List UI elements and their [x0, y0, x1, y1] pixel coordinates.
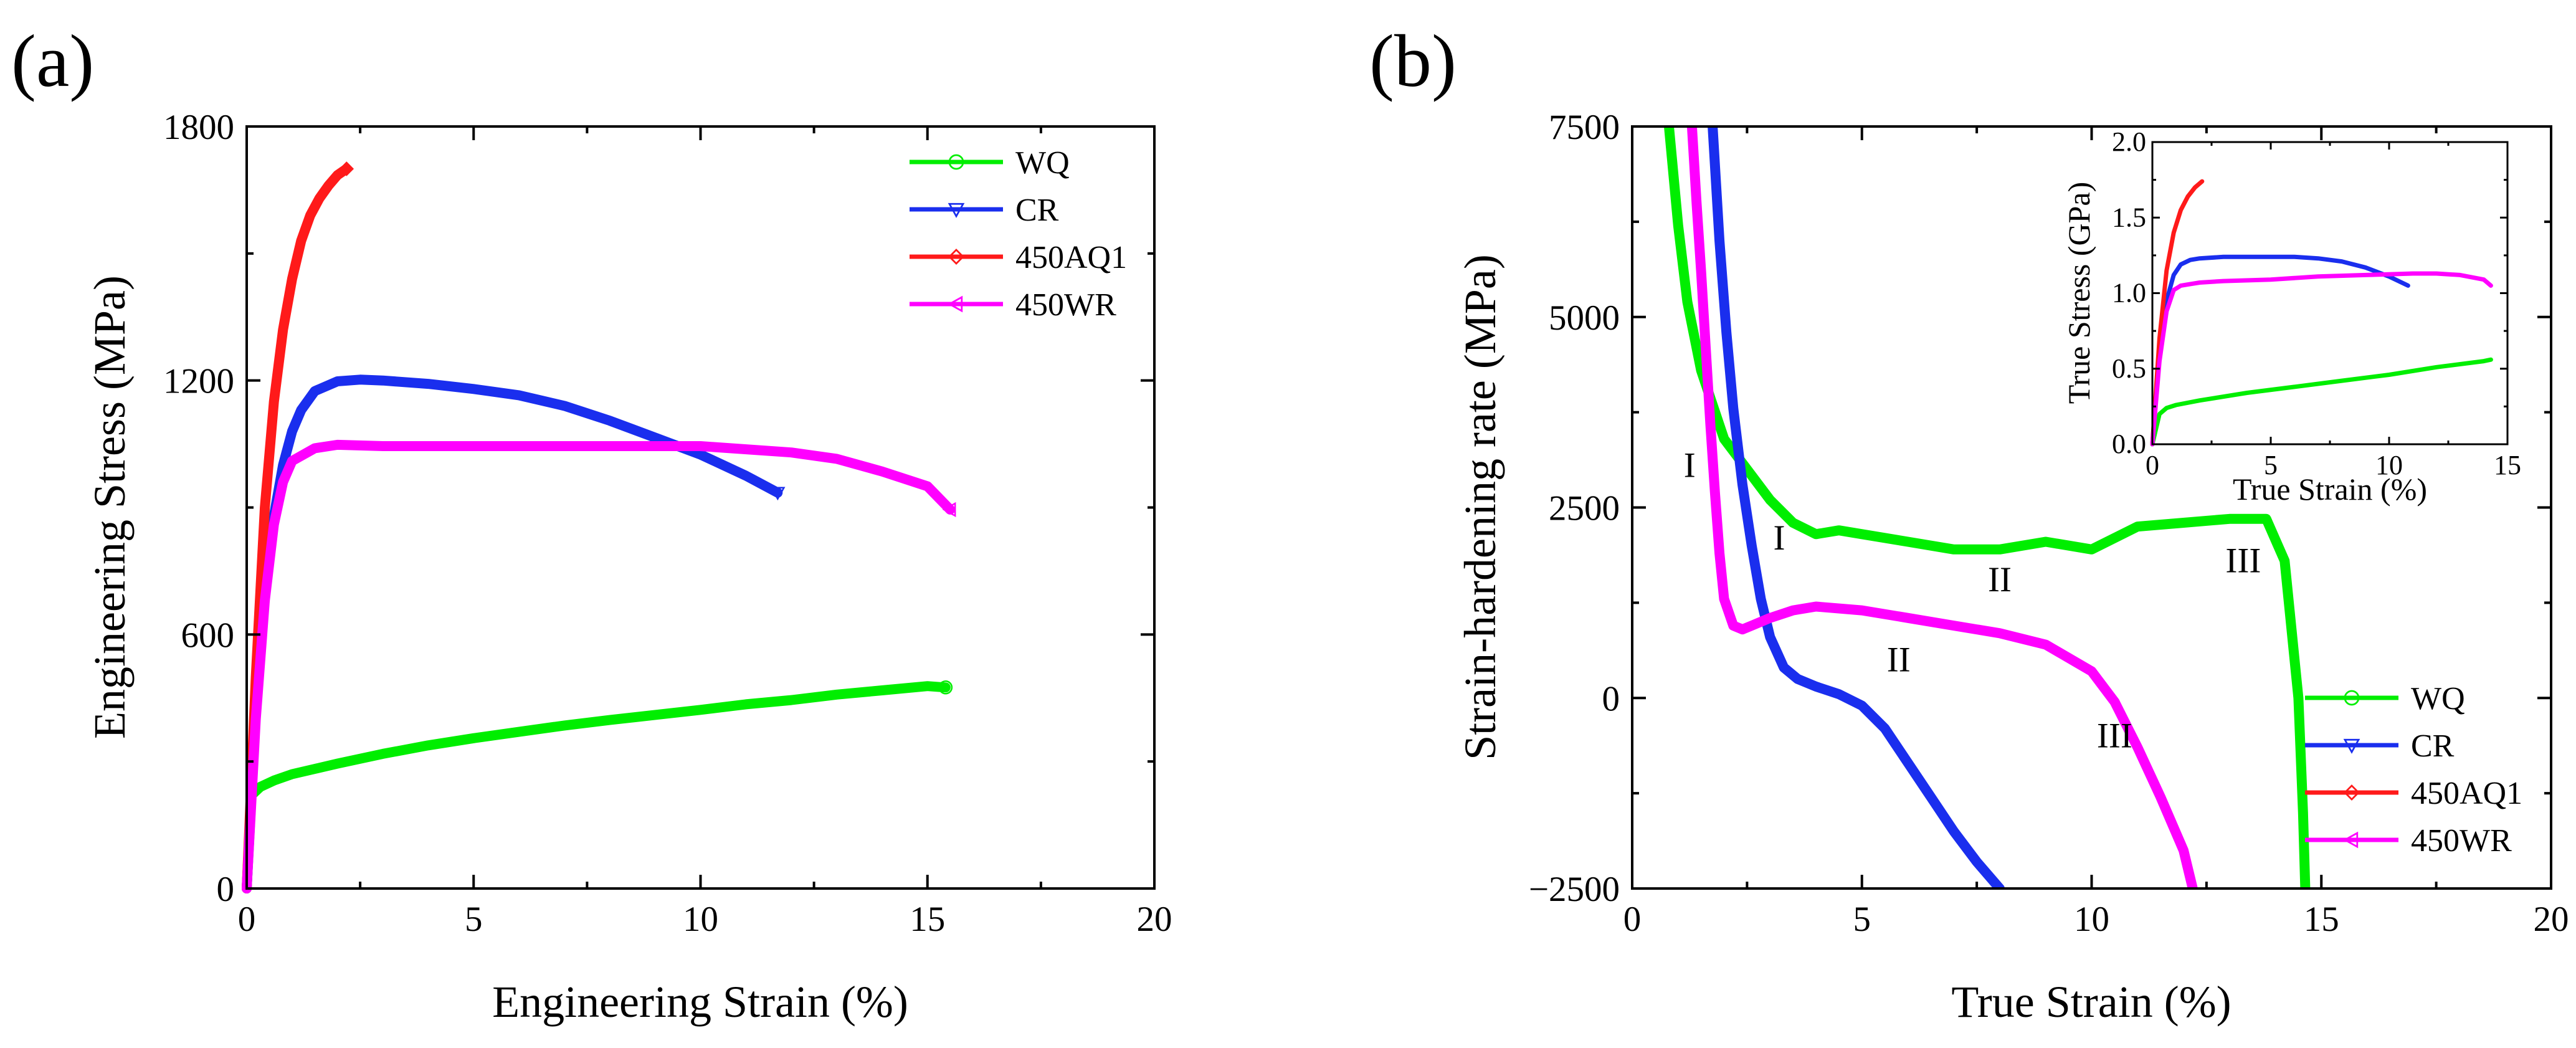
- panel-b-ylabel: Strain-hardening rate (MPa): [1455, 254, 1505, 760]
- panel-b-series-wq-line: [1664, 126, 2311, 888]
- panel-a-series-450wr-line: [242, 439, 956, 893]
- panel-b-legend-cr-marker: [2343, 738, 2360, 754]
- panel-b-legend: WQ CR 450AQ1 450WR: [2305, 681, 2522, 859]
- panel-b-ytick-label: 5000: [1549, 298, 1620, 338]
- panel-a-label: (a): [11, 19, 94, 102]
- panel-b-legend-cr-label: CR: [2411, 728, 2455, 764]
- panel-a-legend-cr-marker: [948, 202, 965, 218]
- inset-ytick-label: 1.5: [2112, 202, 2146, 232]
- panel-a-legend-450wr-marker: [948, 295, 963, 313]
- panel-a-ylabel: Engineering Stress (MPa): [85, 275, 135, 739]
- inset-ytick-label: 0.0: [2112, 429, 2146, 459]
- panel-b-xtick-label: 10: [2074, 900, 2109, 939]
- panel-a-xtick-label: 20: [1137, 900, 1172, 939]
- panel-a-legend-450aq1-label: 450AQ1: [1015, 240, 1127, 275]
- panel-a-ytick-label: 1200: [163, 362, 234, 401]
- panel-b-xtick-label: 5: [1853, 900, 1871, 939]
- panel-b-legend-450aq1-marker: [2344, 784, 2360, 801]
- panel-a-xtick-label: 5: [465, 900, 483, 939]
- panel-b-region-label: III: [2225, 541, 2261, 580]
- panel-b-region-label: I: [1774, 518, 1785, 558]
- panel-a-series-450wr-end-marker: [942, 502, 956, 518]
- panel-a-axes: 0 5 10 15 20 0 600 1200 1800: [163, 108, 1172, 939]
- panel-b-xtick-label: 0: [1623, 900, 1642, 939]
- inset-xtick-label: 5: [2264, 450, 2278, 480]
- panel-b-ytick-label: 2500: [1549, 489, 1620, 528]
- inset-xtick-label: 10: [2375, 450, 2403, 480]
- inset-series: [2150, 179, 2493, 447]
- inset-ylabel: True Stress (GPa): [2061, 182, 2096, 404]
- panel-b-xlabel: True Strain (%): [1951, 977, 2231, 1027]
- panel-b-label: (b): [1369, 19, 1457, 102]
- inset-xtick-label: 0: [2146, 450, 2159, 480]
- panel-a-legend: WQ CR 450AQ1 450WR: [910, 145, 1127, 323]
- inset-axes: 0 5 10 15 0.0 0.5 1.0 1.5 2.0: [2112, 126, 2521, 480]
- panel-b-region-label: III: [2097, 717, 2132, 756]
- panel-a-series-450aq1-line: [242, 163, 352, 893]
- inset-series-ff1a1a-line: [2150, 179, 2205, 447]
- inset-ytick-label: 1.0: [2112, 278, 2146, 308]
- panel-a-ytick-label: 600: [181, 616, 235, 655]
- panel-a-legend-450aq1-marker: [948, 249, 964, 265]
- inset-ytick-label: 2.0: [2112, 126, 2146, 157]
- panel-a-series-wq-line: [242, 681, 951, 893]
- panel-b-xtick-label: 20: [2534, 900, 2569, 939]
- panel-b-ytick-label: −2500: [1529, 870, 1620, 909]
- inset-series-1a2eee-line: [2150, 254, 2410, 447]
- panel-b-series-clip: [1664, 126, 2311, 888]
- panel-b-region-label: II: [1988, 560, 2012, 599]
- panel-a-xtick-label: 15: [910, 900, 945, 939]
- panel-b-ytick-label: 7500: [1549, 108, 1620, 147]
- panel-a-series: [242, 161, 956, 893]
- panel-b-legend-450aq1-label: 450AQ1: [2411, 776, 2522, 811]
- panel-a-xtick-label: 10: [683, 900, 718, 939]
- inset-ytick-label: 0.5: [2112, 353, 2146, 384]
- panel-b-region-label: II: [1887, 640, 1911, 679]
- panel-b-legend-wq-label: WQ: [2411, 681, 2465, 717]
- panel-a-xlabel: Engineering Strain (%): [492, 977, 908, 1027]
- panel-b-series-cr-line: [1708, 126, 2005, 888]
- panel-b-xtick-label: 15: [2304, 900, 2339, 939]
- inset-series-00ee00-line: [2150, 357, 2493, 447]
- panel-a-legend-wq-label: WQ: [1015, 145, 1070, 181]
- panel-a-legend-wq-marker: [948, 154, 964, 170]
- panel-a-series-wq-end-marker: [938, 680, 953, 695]
- panel-a: (a) 0 5 10 15 20 0 600 1200 1800 Engineering Str…: [11, 19, 1172, 1027]
- panel-b-series-450wr-line: [1686, 126, 2198, 888]
- panel-a-legend-450wr-label: 450WR: [1015, 287, 1116, 323]
- panel-a-series-450aq1-end-marker: [339, 161, 354, 176]
- panel-a-legend-cr-label: CR: [1015, 193, 1059, 228]
- panel-a-series-cr-end-marker: [770, 487, 786, 501]
- panel-b-ytick-label: 0: [1602, 679, 1620, 718]
- panel-a-ytick-label: 0: [217, 870, 235, 909]
- panel-b-region-label: I: [1684, 446, 1696, 485]
- panel-a-ytick-label: 1800: [163, 108, 234, 147]
- inset-series-ff00ff-line: [2150, 271, 2493, 447]
- inset-chart: 0 5 10 15 0.0 0.5 1.0 1.5 2.0 True Strain (%) Tr…: [2061, 126, 2521, 507]
- panel-b-legend-450wr-marker: [2343, 831, 2359, 849]
- panel-b-legend-wq-marker: [2344, 690, 2360, 706]
- inset-xtick-label: 15: [2494, 450, 2521, 480]
- panel-b-series: [1664, 126, 2311, 888]
- inset-xlabel: True Strain (%): [2233, 472, 2427, 507]
- panel-b-legend-450wr-label: 450WR: [2411, 823, 2512, 859]
- panel-a-xtick-label: 0: [238, 900, 256, 939]
